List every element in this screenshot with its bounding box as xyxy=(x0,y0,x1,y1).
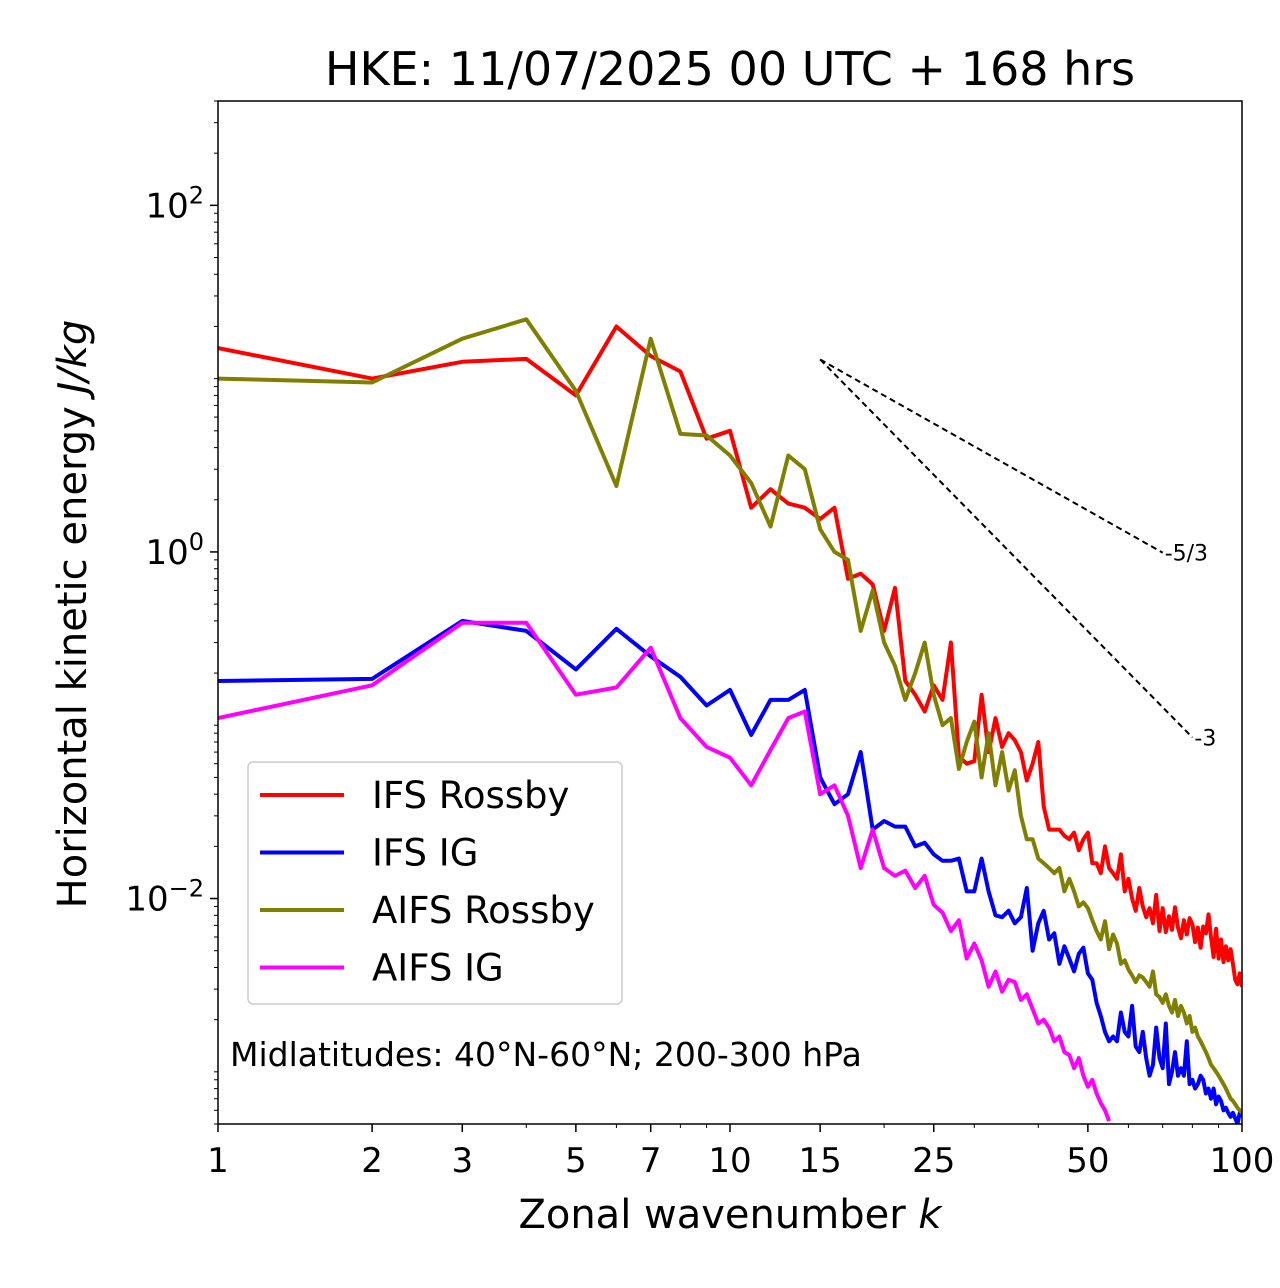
x-tick-labels: 1 2 3 5 7 10 15 25 50 100 xyxy=(207,1141,1274,1181)
legend-label: IFS IG xyxy=(372,832,478,875)
x-tick-label: 1 xyxy=(207,1141,229,1181)
legend: IFS Rossby IFS IG AIFS Rossby AIFS IG xyxy=(247,761,623,1005)
legend-label: AIFS Rossby xyxy=(372,889,595,932)
x-tick-label: 50 xyxy=(1066,1141,1109,1181)
legend-box xyxy=(247,761,623,1005)
major-ticks xyxy=(210,204,1243,1132)
reference-slope-line xyxy=(819,358,1194,739)
chart-title: HKE: 11/07/2025 00 UTC + 168 hrs xyxy=(325,42,1135,96)
series-line-aifs-rossby xyxy=(218,317,1242,1115)
x-tick-label: 25 xyxy=(912,1141,955,1181)
reference-slopes: -5/3 -3 xyxy=(819,358,1216,751)
series-line-aifs-ig xyxy=(218,620,1111,1122)
region-annotation: Midlatitudes: 40°N-60°N; 200-300 hPa xyxy=(230,1035,862,1074)
x-tick-label: 7 xyxy=(640,1141,662,1181)
legend-label: IFS Rossby xyxy=(372,774,569,817)
series-line-ifs-ig xyxy=(218,618,1242,1124)
y-tick-labels: 102 100 10−2 xyxy=(125,181,204,919)
y-axis-label: Horizontal kinetic energy J/kg xyxy=(50,320,96,909)
series-line-ifs-rossby xyxy=(218,324,1242,988)
reference-slope-line xyxy=(819,358,1164,554)
y-tick-label: 100 xyxy=(145,528,204,573)
x-axis-variable: k xyxy=(918,1192,943,1238)
y-tick-label: 10−2 xyxy=(125,875,204,920)
series-layer xyxy=(218,317,1242,1124)
x-axis-label: Zonal wavenumber k xyxy=(518,1192,943,1238)
x-tick-label: 2 xyxy=(361,1141,383,1181)
y-tick-label: 102 xyxy=(145,181,204,226)
legend-label: AIFS IG xyxy=(372,947,504,990)
x-tick-label: 15 xyxy=(799,1141,842,1181)
x-tick-label: 3 xyxy=(451,1141,473,1181)
x-axis-label-text: Zonal wavenumber xyxy=(518,1192,906,1238)
x-tick-label: 10 xyxy=(708,1141,751,1181)
x-tick-label: 5 xyxy=(565,1141,587,1181)
reference-slope-label: -5/3 xyxy=(1165,542,1208,567)
x-tick-label: 100 xyxy=(1210,1141,1275,1181)
plot-frame xyxy=(217,100,1243,1125)
reference-slope-label: -3 xyxy=(1194,726,1216,751)
y-axis-units: J/kg xyxy=(50,320,96,401)
y-axis-label-text: Horizontal kinetic energy xyxy=(50,406,96,908)
